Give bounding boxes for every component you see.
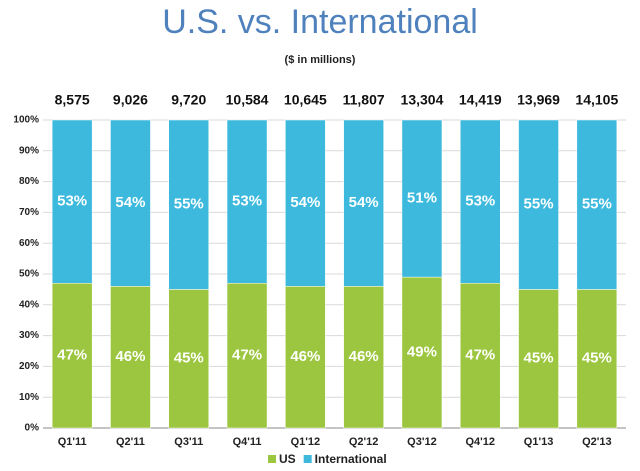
bar-segment [576,119,618,290]
legend-label: US [279,452,296,466]
y-tick-label: 40% [19,299,39,310]
bar-segment [460,282,501,429]
y-tick-label: 80% [19,176,39,187]
y-tick-label: 0% [25,423,40,434]
data-label: 55% [524,196,554,213]
y-tick-label: 10% [19,392,39,403]
x-tick-label: Q2'13 [582,436,612,448]
data-label: 45% [582,350,612,367]
total-label: 10,645 [284,92,327,108]
y-tick-label: 90% [19,145,39,156]
bar-segment [168,119,209,290]
total-label: 13,304 [401,92,444,108]
legend-swatch [303,455,312,463]
total-label: 9,720 [171,92,206,108]
data-label: 47% [57,347,87,364]
data-label: 47% [465,347,495,364]
total-label: 10,584 [226,92,269,108]
total-label: 14,419 [459,92,502,108]
total-label: 13,969 [517,92,560,108]
bar-segment [518,119,559,290]
y-tick-label: 60% [19,238,39,249]
bar-segment [518,289,559,429]
legend-label: International [315,452,387,466]
data-label: 46% [290,348,320,365]
x-tick-label: Q1'11 [58,436,87,448]
bar-segment [110,119,151,287]
x-tick-label: Q1'13 [524,436,554,448]
bar-segment [168,289,209,429]
bar-segment [226,282,268,429]
y-tick-label: 20% [19,361,39,372]
data-label: 53% [232,193,262,210]
bar-segment [51,119,93,284]
x-tick-label: Q2'11 [116,436,145,448]
data-label: 47% [232,347,262,364]
bar-segment [460,119,501,284]
total-label: 11,807 [343,92,385,108]
total-label: 14,105 [575,92,618,108]
data-label: 45% [524,350,554,367]
data-label: 55% [174,196,204,213]
y-tick-label: 30% [19,330,39,341]
data-label: 54% [349,194,379,211]
total-label: 9,026 [113,92,148,108]
y-tick-label: 50% [19,269,39,280]
x-tick-label: Q3'12 [407,436,437,448]
data-label: 53% [57,193,87,210]
total-label: 8,575 [55,92,90,108]
y-tick-label: 100% [13,115,39,126]
data-label: 46% [115,348,145,365]
bar-segment [285,119,326,287]
x-tick-label: Q3'11 [174,436,203,448]
chart-subtitle: ($ in millions) [285,54,356,66]
data-label: 51% [407,190,437,207]
data-label: 54% [290,194,320,211]
data-label: 45% [174,350,204,367]
bar-segment [401,276,443,429]
x-tick-label: Q4'11 [233,436,262,448]
data-label: 54% [115,194,145,211]
bar-segment [51,282,93,429]
bar-segment [343,286,384,429]
data-label: 53% [465,193,495,210]
data-label: 49% [407,344,437,361]
bar-segment [576,289,618,429]
x-tick-label: Q2'12 [349,436,379,448]
data-label: 46% [349,348,379,365]
data-label: 55% [582,196,612,213]
x-tick-label: Q4'12 [465,436,495,448]
bar-segment [226,119,268,284]
legend-swatch [268,455,276,463]
y-tick-label: 70% [19,207,39,218]
bar-segment [343,119,384,287]
x-tick-label: Q1'12 [291,436,321,448]
chart-title: U.S. vs. International [162,3,478,41]
bar-segment [401,119,443,278]
